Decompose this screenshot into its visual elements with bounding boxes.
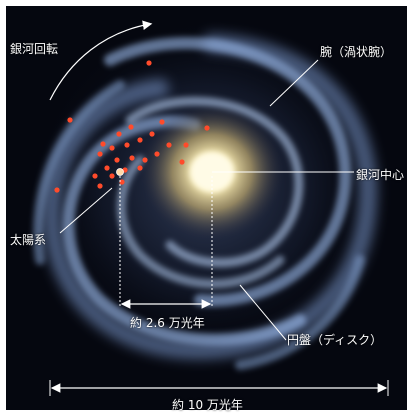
sun-distance-guides [119,176,213,308]
diameter-label: 約 10 万光年 [172,398,243,412]
star-marker [142,157,148,163]
star-marker [114,157,120,163]
disk-label: 円盤（ディスク） [287,333,383,347]
star-marker [159,119,165,125]
star-marker [166,142,172,148]
solar-system-label: 太陽系 [10,233,47,247]
star-marker [109,173,115,179]
leader-lines [59,59,354,341]
star-marker [128,124,134,130]
spiral-arm-upper [104,37,352,307]
sun-distance-label: 約 2.6 万光年 [130,316,205,330]
spiral-arm-lower [62,115,306,346]
star-marker [179,159,185,165]
star-marker [124,142,130,148]
star-marker [137,137,143,143]
star-marker [146,60,152,66]
spiral-arm-outer-2 [33,80,125,265]
solar-leader-line [59,187,113,234]
spiral-arm-inner [125,96,304,268]
arm-leader-line [269,59,319,107]
disk-leader-line [239,284,287,341]
star-marker [116,131,122,137]
star-marker [119,179,125,185]
galactic-center-label: 銀河中心 [356,168,405,182]
star-marker [67,117,73,123]
star-marker [149,131,155,137]
star-marker [204,125,210,131]
spiral-arm-outer-3 [235,255,365,370]
star-marker [183,142,189,148]
star-marker [154,151,160,157]
spiral-arm-label: 腕（渦状腕） [320,45,393,59]
star-marker [100,141,106,147]
star-marker [54,187,60,193]
star-markers [54,60,210,193]
spiral-arm-inner-2 [116,155,285,289]
star-marker [92,173,98,179]
star-marker [97,151,103,157]
spiral-arms [33,34,378,370]
star-marker [109,145,115,151]
rotation-arrow [49,20,153,101]
star-marker [129,155,135,161]
galactic-rotation-label: 銀河回転 [10,42,59,56]
star-marker [104,165,110,171]
spiral-arm-outer [42,34,378,360]
star-marker [97,183,103,189]
sun-position-marker [116,168,124,176]
star-marker [137,165,143,171]
